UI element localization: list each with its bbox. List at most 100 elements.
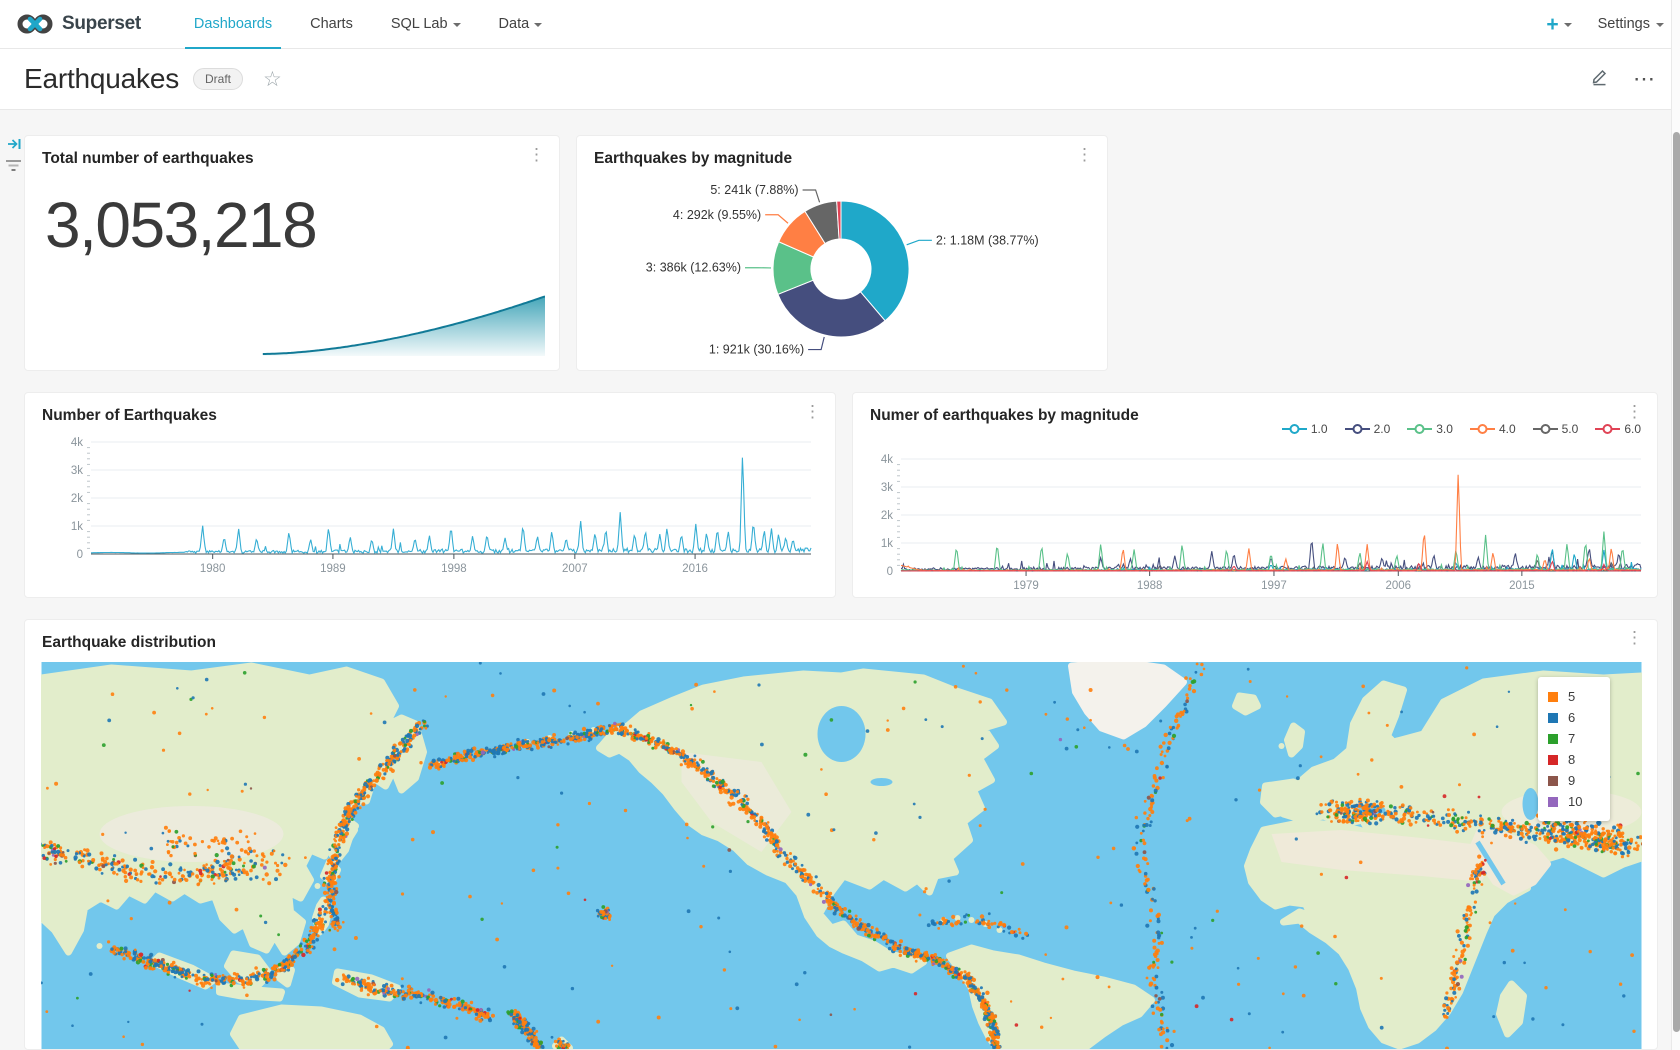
nav-menu: Dashboards Charts SQL Lab Data <box>175 0 561 49</box>
multiseries-line-chart[interactable]: 1k 2k 3k 4k 0 1979 1988 1997 2006 2015 <box>853 393 1659 599</box>
legend-swatch-icon <box>1548 796 1558 807</box>
svg-text:1989: 1989 <box>320 563 346 575</box>
svg-text:0: 0 <box>887 566 893 578</box>
card-total-earthquakes: Total number of earthquakes ⋮ 3,053,218 <box>24 135 560 371</box>
chevron-down-icon <box>452 23 461 27</box>
svg-text:1980: 1980 <box>200 563 226 575</box>
svg-text:3k: 3k <box>71 465 83 477</box>
chart-legend: 1.0 2.0 3.0 4.0 5.0 6.0 <box>1281 422 1641 436</box>
card-number-of-earthquakes: Number of Earthquakes ⋮ 1k 2k 3k 4k 0 1980 198… <box>24 392 836 598</box>
line-legend-marker-icon <box>1407 424 1433 434</box>
svg-text:4k: 4k <box>881 454 893 466</box>
nav-item-dashboards[interactable]: Dashboards <box>175 0 291 49</box>
kebab-menu-icon[interactable]: ⋮ <box>1626 402 1643 421</box>
line-legend-marker-icon <box>1595 424 1621 434</box>
svg-text:1998: 1998 <box>441 563 467 575</box>
favorite-star-icon[interactable]: ☆ <box>263 67 282 91</box>
legend-item-1.0[interactable]: 1.0 <box>1281 422 1328 436</box>
kebab-menu-icon[interactable]: ⋮ <box>1626 628 1643 647</box>
legend-swatch-icon <box>1548 691 1558 702</box>
brand-name: Superset <box>62 13 141 34</box>
map-legend-item-9: 9 <box>1548 770 1600 791</box>
svg-text:2: 1.18M (38.77%): 2: 1.18M (38.77%) <box>936 233 1039 247</box>
svg-text:3: 386k (12.63%): 3: 386k (12.63%) <box>646 261 741 275</box>
legend-swatch-icon <box>1548 712 1558 723</box>
svg-text:3k: 3k <box>881 482 893 494</box>
world-map-scatter[interactable] <box>41 662 1642 1050</box>
legend-item-3.0[interactable]: 3.0 <box>1407 422 1453 436</box>
chevron-down-icon <box>1563 23 1572 27</box>
svg-text:4: 292k (9.55%): 4: 292k (9.55%) <box>673 208 761 222</box>
chevron-down-icon <box>534 23 543 27</box>
card-earthquakes-by-magnitude-timeseries: Numer of earthquakes by magnitude ⋮ 1.0 … <box>852 392 1658 598</box>
plus-icon: + <box>1546 12 1559 36</box>
add-new-button[interactable]: + <box>1546 12 1572 36</box>
map-legend: 5 6 7 8 9 10 <box>1538 677 1610 821</box>
svg-text:2007: 2007 <box>562 563 588 575</box>
kebab-menu-icon[interactable]: ⋮ <box>1076 145 1093 164</box>
svg-text:1k: 1k <box>881 538 893 550</box>
card-earthquake-distribution: Earthquake distribution ⋮ 5 6 7 8 9 10 <box>24 619 1658 1050</box>
more-menu-icon[interactable]: ⋯ <box>1633 66 1656 91</box>
svg-text:2015: 2015 <box>1509 580 1535 592</box>
settings-menu[interactable]: Settings <box>1598 16 1664 32</box>
map-legend-item-5: 5 <box>1548 686 1600 707</box>
svg-text:2006: 2006 <box>1385 580 1411 592</box>
trend-sparkline <box>262 295 545 356</box>
svg-text:4k: 4k <box>71 437 83 449</box>
svg-text:2016: 2016 <box>682 563 708 575</box>
line-legend-marker-icon <box>1344 424 1370 434</box>
map-legend-item-7: 7 <box>1548 728 1600 749</box>
svg-text:5: 241k (7.88%): 5: 241k (7.88%) <box>710 183 798 197</box>
timeseries-line-chart[interactable]: 1k 2k 3k 4k 0 1980 1989 1998 2007 2016 <box>25 393 837 599</box>
page-title: Earthquakes <box>24 63 180 94</box>
filter-icon[interactable] <box>5 158 23 177</box>
superset-logo[interactable]: Superset <box>16 12 141 36</box>
status-badge: Draft <box>193 68 244 90</box>
donut-chart[interactable]: 2: 1.18M (38.77%) 1: 921k (30.16%) 3: 386k… <box>577 136 1109 372</box>
card-title: Total number of earthquakes <box>42 150 254 167</box>
line-legend-marker-icon <box>1532 424 1558 434</box>
svg-text:1979: 1979 <box>1013 580 1039 592</box>
legend-item-5.0[interactable]: 5.0 <box>1532 422 1578 436</box>
card-title: Number of Earthquakes <box>42 407 217 424</box>
chevron-down-icon <box>1656 23 1664 27</box>
nav-right: + Settings <box>1546 14 1664 35</box>
legend-swatch-icon <box>1548 775 1558 786</box>
svg-text:2k: 2k <box>71 493 83 505</box>
card-title: Numer of earthquakes by magnitude <box>870 407 1139 424</box>
kebab-menu-icon[interactable]: ⋮ <box>528 145 545 164</box>
infinity-logo-icon <box>17 14 53 34</box>
line-legend-marker-icon <box>1469 424 1495 434</box>
vertical-scrollbar[interactable] <box>1671 0 1680 1050</box>
nav-item-charts[interactable]: Charts <box>310 16 353 32</box>
legend-item-4.0[interactable]: 4.0 <box>1469 422 1516 436</box>
kebab-menu-icon[interactable]: ⋮ <box>804 402 821 421</box>
map-legend-item-8: 8 <box>1548 749 1600 770</box>
dashboard-header: Earthquakes Draft ☆ ⋯ <box>0 49 1680 110</box>
top-navbar: Superset Dashboards Charts SQL Lab Data … <box>0 0 1680 49</box>
nav-item-sql-lab[interactable]: SQL Lab <box>372 0 480 49</box>
nav-item-data[interactable]: Data <box>480 0 562 49</box>
legend-swatch-icon <box>1548 754 1558 765</box>
svg-text:0: 0 <box>77 549 83 561</box>
scrollbar-thumb[interactable] <box>1673 132 1680 1032</box>
edit-pencil-icon[interactable] <box>1590 67 1609 91</box>
line-legend-marker-icon <box>1281 424 1307 434</box>
expand-filter-bar-icon[interactable] <box>7 136 23 157</box>
map-legend-item-6: 6 <box>1548 707 1600 728</box>
legend-item-6.0[interactable]: 6.0 <box>1595 422 1641 436</box>
big-number-value: 3,053,218 <box>45 189 318 261</box>
svg-text:2k: 2k <box>881 510 893 522</box>
card-title: Earthquakes by magnitude <box>594 150 793 167</box>
header-actions: ⋯ <box>1590 66 1656 92</box>
svg-text:1k: 1k <box>71 521 83 533</box>
map-legend-item-10: 10 <box>1548 791 1600 812</box>
card-earthquakes-by-magnitude: Earthquakes by magnitude ⋮ 2: 1.18M (38.… <box>576 135 1108 371</box>
dashboard-grid: Total number of earthquakes ⋮ 3,053,218 … <box>0 110 1671 1050</box>
svg-text:1988: 1988 <box>1137 580 1163 592</box>
legend-item-2.0[interactable]: 2.0 <box>1344 422 1390 436</box>
svg-text:1: 921k (30.16%): 1: 921k (30.16%) <box>709 343 804 357</box>
card-title: Earthquake distribution <box>42 634 216 651</box>
legend-swatch-icon <box>1548 733 1558 744</box>
